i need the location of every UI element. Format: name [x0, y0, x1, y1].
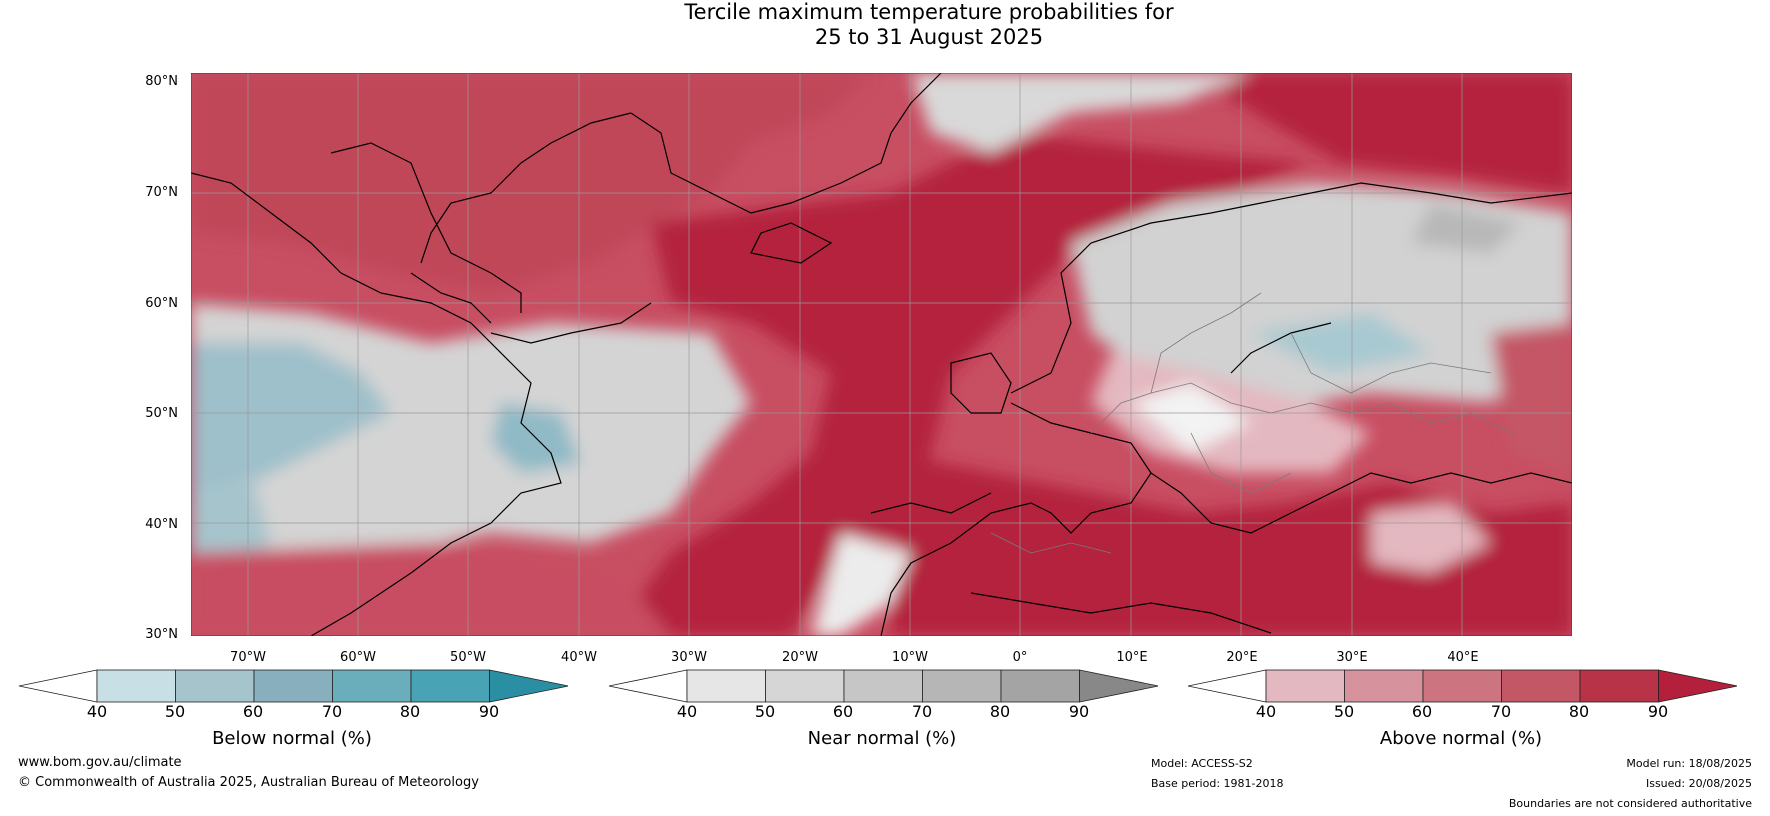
lon-label-40w: 40°W: [561, 650, 597, 665]
footer-copyright: © Commonwealth of Australia 2025, Austra…: [18, 775, 479, 790]
below-tick-70: 70: [321, 702, 343, 721]
near-tick-80: 80: [989, 702, 1011, 721]
colorbar-bin-40-50: [96, 669, 176, 703]
near-tick-50: 50: [754, 702, 776, 721]
lon-label-60w: 60°W: [340, 650, 376, 665]
colorbar-bin-70-80: [1501, 669, 1581, 703]
country-borders: [990, 292, 1512, 554]
lon-label-30w: 30°W: [671, 650, 707, 665]
lon-label-40e: 40°E: [1447, 650, 1479, 665]
near-tick-90: 90: [1068, 702, 1090, 721]
lon-label-70w: 70°W: [230, 650, 266, 665]
footer-base-period: Base period: 1981-2018: [1151, 777, 1284, 790]
lat-label-50n: 50°N: [145, 406, 178, 421]
colorbar-bin-70-80: [332, 669, 412, 703]
lon-label-10w: 10°W: [892, 650, 928, 665]
colorbar-near-normal: [608, 669, 1158, 703]
colorbar-extend-high: [1079, 669, 1158, 703]
colorbar-near-normal-swatches: [608, 669, 1158, 703]
lat-label-80n: 80°N: [145, 74, 178, 89]
lon-label-10e: 10°E: [1116, 650, 1148, 665]
colorbar-extend-low: [18, 669, 98, 703]
lon-label-20w: 20°W: [782, 650, 818, 665]
probability-map: [190, 72, 1573, 637]
colorbar-below-normal-label: Below normal (%): [212, 728, 372, 749]
colorbar-above-normal: [1187, 669, 1737, 703]
above-tick-50: 50: [1333, 702, 1355, 721]
colorbar-bin-60-70: [1422, 669, 1502, 703]
colorbar-extend-low: [608, 669, 688, 703]
near-tick-40: 40: [676, 702, 698, 721]
below-tick-80: 80: [399, 702, 421, 721]
title-line-2: 25 to 31 August 2025: [814, 25, 1044, 49]
near-tick-70: 70: [911, 702, 933, 721]
below-tick-90: 90: [478, 702, 500, 721]
lat-label-30n: 30°N: [145, 627, 178, 642]
footer-disclaimer: Boundaries are not considered authoritat…: [1508, 797, 1752, 810]
lat-label-70n: 70°N: [145, 185, 178, 200]
colorbar-bin-60-70: [253, 669, 333, 703]
colorbar-bin-50-60: [175, 669, 255, 703]
above-tick-40: 40: [1255, 702, 1277, 721]
footer-model-run: Model run: 18/08/2025: [1626, 757, 1752, 770]
footer-model: Model: ACCESS-S2: [1151, 757, 1253, 770]
colorbar-bin-80-90: [1000, 669, 1080, 703]
colorbar-near-normal-label: Near normal (%): [807, 728, 957, 749]
lon-label-0: 0°: [1012, 650, 1028, 665]
colorbar-bin-80-90: [410, 669, 490, 703]
above-tick-80: 80: [1568, 702, 1590, 721]
lon-label-20e: 20°E: [1226, 650, 1258, 665]
below-tick-40: 40: [86, 702, 108, 721]
colorbar-bin-60-70: [843, 669, 923, 703]
lon-label-50w: 50°W: [450, 650, 486, 665]
colorbar-above-normal-label: Above normal (%): [1379, 728, 1543, 749]
footer-issued: Issued: 20/08/2025: [1645, 777, 1752, 790]
lat-label-60n: 60°N: [145, 296, 178, 311]
colorbar-bin-70-80: [922, 669, 1002, 703]
map-title: Tercile maximum temperature probabilitie…: [0, 0, 1770, 50]
lon-label-30e: 30°E: [1336, 650, 1368, 665]
colorbar-bin-40-50: [1265, 669, 1345, 703]
title-line-1: Tercile maximum temperature probabilitie…: [684, 0, 1174, 24]
below-tick-50: 50: [164, 702, 186, 721]
above-tick-70: 70: [1490, 702, 1512, 721]
near-tick-60: 60: [832, 702, 854, 721]
above-tick-60: 60: [1411, 702, 1433, 721]
map-gridlines: [191, 73, 1572, 636]
colorbar-bin-50-60: [765, 669, 845, 703]
colorbar-bin-80-90: [1579, 669, 1659, 703]
colorbar-above-normal-swatches: [1187, 669, 1737, 703]
footer-website: www.bom.gov.au/climate: [18, 755, 182, 770]
map-svg: [190, 72, 1573, 637]
coastlines: [190, 72, 1573, 637]
colorbar-extend-high: [489, 669, 568, 703]
colorbar-extend-low: [1187, 669, 1267, 703]
below-tick-60: 60: [242, 702, 264, 721]
colorbar-below-normal-swatches: [18, 669, 568, 703]
colorbar-extend-high: [1658, 669, 1737, 703]
colorbar-bin-50-60: [1344, 669, 1424, 703]
above-tick-90: 90: [1647, 702, 1669, 721]
lat-label-40n: 40°N: [145, 517, 178, 532]
colorbar-bin-40-50: [686, 669, 766, 703]
colorbar-below-normal: [18, 669, 568, 703]
